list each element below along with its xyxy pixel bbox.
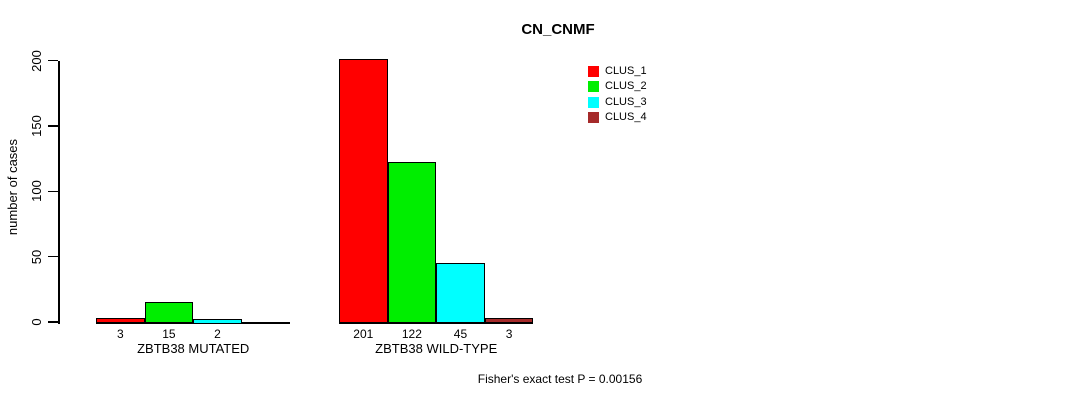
legend-swatch-clus-2 xyxy=(588,81,599,93)
bar-value-label: 3 xyxy=(505,327,513,341)
y-tick-label: 50 xyxy=(29,249,44,264)
annotation-fisher-test: Fisher's exact test P = 0.00156 xyxy=(477,372,643,386)
legend-item-clus-2: CLUS_2 xyxy=(588,79,647,94)
y-axis-tick xyxy=(48,59,58,62)
bar-clus-4-zbtb38-wild-type xyxy=(484,318,534,324)
legend-label: CLUS_2 xyxy=(605,80,647,93)
bar-value-label: 15 xyxy=(162,327,176,341)
chart-title: CN_CNMF xyxy=(521,21,595,38)
legend-item-clus-4: CLUS_4 xyxy=(588,110,647,125)
y-axis-title: number of cases xyxy=(5,138,20,236)
legend-label: CLUS_4 xyxy=(605,111,647,124)
y-tick-label: 150 xyxy=(29,115,44,137)
bar-clus-3-zbtb38-mutated xyxy=(193,319,242,324)
y-axis-tick xyxy=(48,255,58,258)
legend-item-clus-3: CLUS_3 xyxy=(588,95,647,110)
y-axis-line xyxy=(58,60,60,324)
y-tick-label: 100 xyxy=(29,180,44,203)
legend-swatch-clus-1 xyxy=(588,66,599,78)
y-axis-tick xyxy=(48,190,58,192)
legend-swatch-clus-3 xyxy=(588,96,599,108)
x-category-label-zbtb38-mutated: ZBTB38 MUTATED xyxy=(137,341,250,356)
bar-clus-2-zbtb38-wild-type xyxy=(387,162,437,324)
y-axis-tick xyxy=(48,125,58,127)
y-tick-label: 0 xyxy=(29,318,44,326)
x-category-label-zbtb38-wild-type: ZBTB38 WILD-TYPE xyxy=(375,341,498,356)
bar-clus-1-zbtb38-wild-type xyxy=(339,59,388,324)
bar-value-label: 201 xyxy=(353,327,374,341)
legend-swatch-clus-4 xyxy=(588,112,599,124)
bar-value-label: 45 xyxy=(453,327,468,341)
bar-value-label: 122 xyxy=(401,327,422,341)
y-tick-label: 200 xyxy=(29,49,44,72)
y-axis-tick xyxy=(48,321,58,323)
bar-value-label: 2 xyxy=(214,327,221,341)
bar-clus-2-zbtb38-mutated xyxy=(144,302,194,324)
legend-label: CLUS_1 xyxy=(605,65,647,78)
bar-clus-1-zbtb38-mutated xyxy=(96,318,145,324)
legend-item-clus-1: CLUS_1 xyxy=(588,64,647,79)
legend: CLUS_1 CLUS_2 CLUS_3 CLUS_4 xyxy=(588,64,647,125)
legend-label: CLUS_3 xyxy=(605,95,647,108)
bar-clus-3-zbtb38-wild-type xyxy=(436,263,485,324)
bar-value-label: 3 xyxy=(116,327,124,341)
